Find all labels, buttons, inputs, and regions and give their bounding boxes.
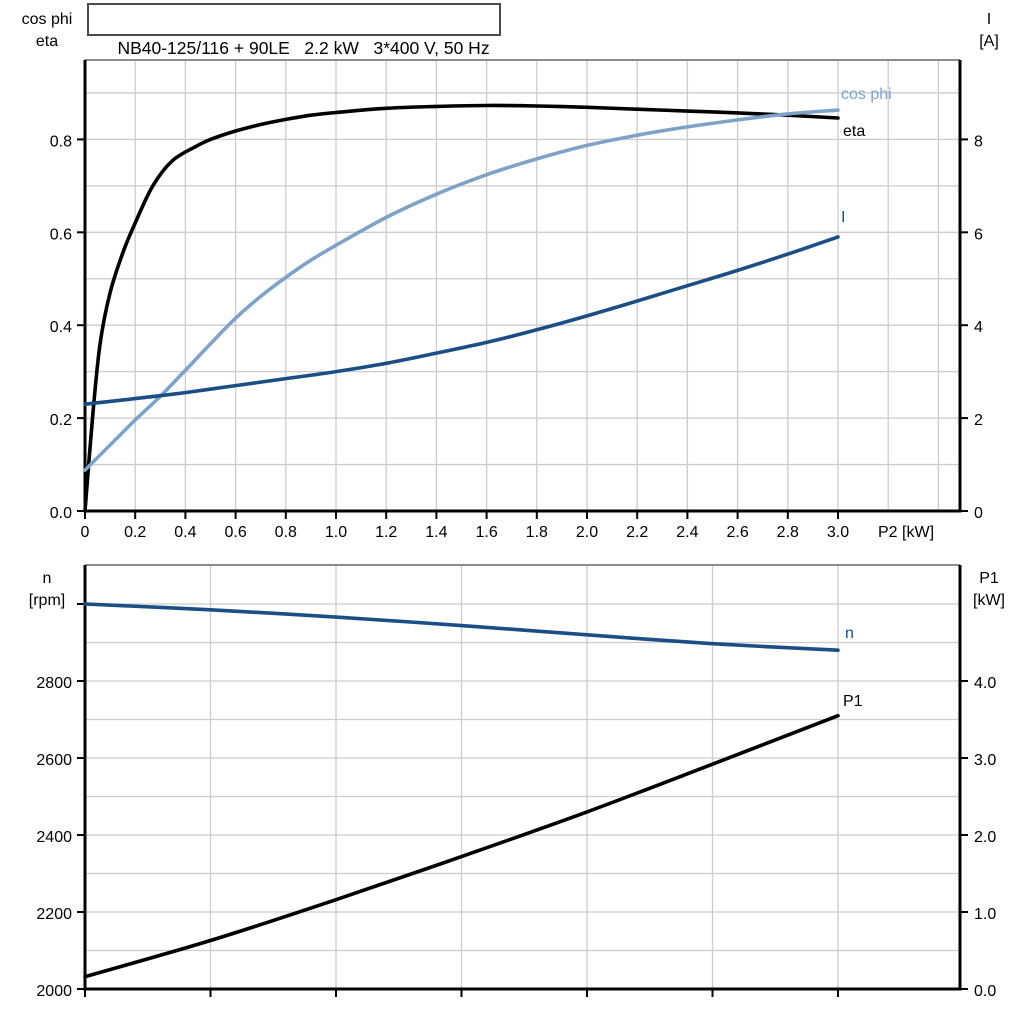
left-tick-label: 0.0: [50, 505, 72, 522]
left-tick-label: 0.4: [50, 319, 72, 336]
x-tick-group: 0 0.2 0.4 0.6 0.8 1.0 1.2 1.4 1.6 1.8 2.0 2.2 2.4 2.6…: [81, 511, 934, 541]
eta-curve: [83, 103, 840, 513]
left-tick-group: 0.0 0.2 0.4 0.6 0.8: [50, 133, 85, 522]
x-axis-unit-label: P2 [kW]: [878, 524, 934, 541]
x-tick-label: 1.8: [526, 524, 548, 541]
x-tick-label: 0: [81, 524, 90, 541]
right-tick-label: 8: [974, 133, 983, 150]
x-tick-label: 1.0: [325, 524, 347, 541]
right-tick-label: 4: [974, 319, 983, 336]
left-tick-label: 2400: [36, 829, 72, 846]
title-box: NB40-125/116 + 90LE 2.2 kW 3*400 V, 50 H…: [87, 3, 501, 58]
left-tick-label: 0.6: [50, 226, 72, 243]
p1-curve-label: P1: [843, 693, 863, 710]
n-curve-label: n: [845, 625, 854, 642]
right-tick-label: 6: [974, 226, 983, 243]
left-tick-label: 2000: [36, 983, 72, 1000]
x-tick-label: 2.6: [726, 524, 748, 541]
x-tick-label: 1.6: [475, 524, 497, 541]
right-axis-title: [kW]: [973, 592, 1005, 609]
i-curve-label: I: [841, 209, 845, 226]
x-tick-label: 1.4: [425, 524, 447, 541]
left-tick-label: 0.8: [50, 133, 72, 150]
right-axis-title: I: [987, 11, 991, 28]
x-tick-label: 2.0: [576, 524, 598, 541]
right-axis-title: P1: [979, 570, 999, 587]
x-tick-label: 0.8: [275, 524, 297, 541]
left-tick-label: 2800: [36, 675, 72, 692]
left-axis-title: n: [43, 570, 52, 587]
chart-title: NB40-125/116 + 90LE 2.2 kW 3*400 V, 50 H…: [117, 38, 490, 58]
right-axis-title: [A]: [979, 33, 999, 50]
left-axis-title: [rpm]: [29, 592, 65, 609]
right-tick-label: 1.0: [974, 906, 996, 923]
left-tick-label: 0.2: [50, 412, 72, 429]
left-axis-title: eta: [36, 33, 58, 50]
x-tick-label: 0.4: [174, 524, 196, 541]
cos-phi-curve-label: cos phi: [841, 86, 892, 103]
x-tick-group: [84, 989, 839, 997]
right-tick-label: 0.0: [974, 983, 996, 1000]
left-tick-group: 2000 2200 2400 2600 2800: [36, 603, 85, 1000]
left-tick-label: 2600: [36, 752, 72, 769]
eta-curve-label: eta: [843, 123, 865, 140]
right-tick-group: 0 2 4 6 8: [960, 133, 983, 522]
left-tick-label: 2200: [36, 906, 72, 923]
right-tick-label: 2: [974, 412, 983, 429]
x-tick-label: 3.0: [827, 524, 849, 541]
p1-curve: [83, 713, 840, 979]
gridlines: [85, 565, 960, 989]
x-tick-label: 2.2: [626, 524, 648, 541]
i-curve: [83, 235, 840, 406]
right-tick-label: 0: [974, 505, 983, 522]
cos-phi-curve: [83, 108, 840, 472]
right-tick-label: 4.0: [974, 675, 996, 692]
x-tick-label: 1.2: [375, 524, 397, 541]
gridlines: [85, 60, 960, 511]
top-chart: 0 0.2 0.4 0.6 0.8 1.0 1.2 1.4 1.6 1.8 2.0 2.2 2.4 2.6…: [22, 11, 999, 541]
left-axis-title: cos phi: [22, 11, 73, 28]
right-tick-group: 0.0 1.0 2.0 3.0 4.0: [960, 675, 996, 1000]
x-tick-label: 0.2: [124, 524, 146, 541]
x-tick-label: 2.8: [777, 524, 799, 541]
n-curve: [83, 602, 840, 652]
right-tick-label: 3.0: [974, 752, 996, 769]
x-tick-label: 0.6: [224, 524, 246, 541]
bottom-chart: 2000 2200 2400 2600 2800 0.0 1.0 2.0 3.0 4.0 n [rpm…: [29, 564, 1005, 1000]
x-tick-label: 2.4: [676, 524, 698, 541]
right-tick-label: 2.0: [974, 829, 996, 846]
